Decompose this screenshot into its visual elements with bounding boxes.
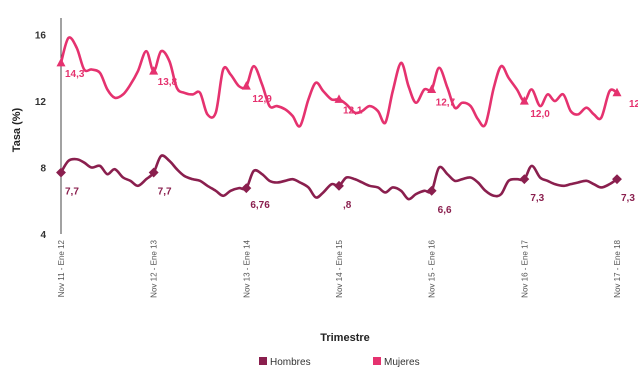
data-label-mujeres: 14,3 [65,69,85,80]
marker-mujeres [57,58,66,67]
y-tick-label: 4 [40,230,46,241]
legend: Hombres Mujeres [259,357,420,368]
data-label-mujeres: 12,1 [343,105,363,116]
x-tick-label: Nov 15 - Ene 16 [428,239,437,297]
marker-mujeres [242,81,251,90]
legend-swatch [259,357,267,365]
data-label-hombres: ,8 [343,200,352,211]
data-label-mujeres: 13,8 [158,77,178,88]
marker-hombres [56,168,66,178]
y-tick-label: 12 [35,97,47,108]
data-label-mujeres: 12,9 [252,94,272,105]
marker-hombres [519,174,529,184]
data-label-mujeres: 12,7 [436,97,456,108]
x-tick-labels: Nov 11 - Ene 12 Nov 12 - Ene 13 Nov 13 - E… [57,239,622,297]
data-label-hombres: 7,7 [158,187,172,198]
x-tick-label: Nov 16 - Ene 17 [520,239,529,297]
data-label-hombres: 6,6 [438,205,452,216]
y-tick-labels: 4 8 12 16 [35,31,47,241]
x-tick-label: Nov 13 - Ene 14 [242,239,251,297]
marker-hombres [427,186,437,196]
data-label-hombres: 6,76 [250,200,270,211]
legend-swatch [373,357,381,365]
x-tick-label: Nov 14 - Ene 15 [335,239,344,297]
y-tick-label: 16 [35,31,47,42]
legend-label: Mujeres [384,357,420,368]
x-tick-label: Nov 11 - Ene 12 [57,239,66,297]
data-label-mujeres: 12,5 [629,99,638,110]
data-labels: 7,7 7,7 6,76 ,8 6,6 7,3 7,3 14,3 13,8 12,9 12,1 12,… [65,69,638,216]
x-axis-title: Trimestre [320,332,370,344]
data-label-hombres: 7,7 [65,187,79,198]
data-label-hombres: 7,3 [530,193,544,204]
legend-label: Hombres [270,357,311,368]
data-label-hombres: 7,3 [621,193,635,204]
x-tick-label: Nov 12 - Ene 13 [150,239,159,297]
y-tick-label: 8 [40,164,46,175]
marker-hombres [241,183,251,193]
x-tick-label: Nov 17 - Ene 18 [613,239,622,297]
data-label-mujeres: 12,0 [530,109,550,120]
y-axis-title: Tasa (%) [11,107,23,152]
marker-mujeres [427,84,436,93]
